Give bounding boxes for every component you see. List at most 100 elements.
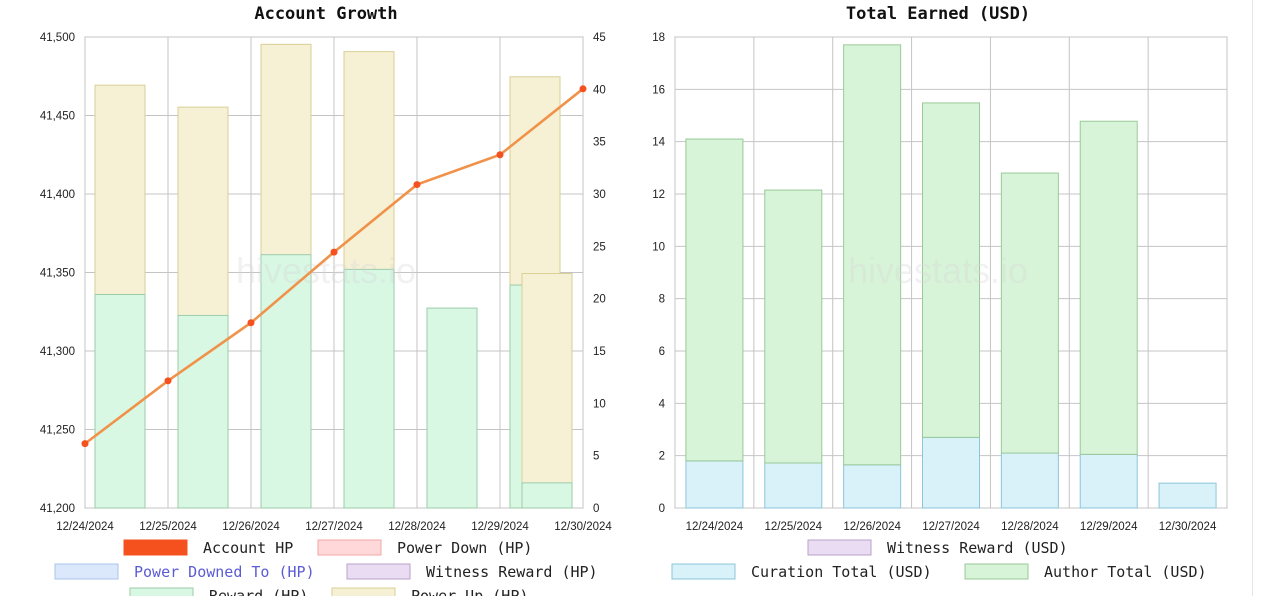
y-right-tick-label: 5 [593,451,599,463]
x-tick-label: 12/28/2024 [388,521,446,533]
legend-label: Author Total (USD) [1044,563,1207,581]
y-left-tick-label: 41,400 [40,189,75,201]
bar-curation-total-usd[interactable] [764,462,823,509]
bar-author-total-usd[interactable] [685,138,744,462]
legend-swatch [54,563,119,580]
total-earned-chart: Total Earned (USD) hivestats.io 0 2 4 6 8 10 1… [652,4,1228,581]
bar-reward[interactable] [426,307,478,509]
account-hp-point[interactable] [496,151,504,159]
bars [94,43,573,509]
legend-label: Curation Total (USD) [751,563,932,581]
page-divider [1252,0,1253,596]
bar-author-total-usd[interactable] [1079,120,1138,455]
legend-label: Witness Reward (USD) [887,539,1068,557]
y-tick-label: 8 [659,294,665,306]
legend-item-power-downed-to-hp[interactable]: Power Downed To (HP) [54,563,315,581]
legend-swatch [671,563,736,580]
account-hp-point[interactable] [579,85,587,93]
x-tick-label: 12/29/2024 [471,521,529,533]
account-hp-point[interactable] [330,248,338,256]
x-tick-label: 12/25/2024 [139,521,197,533]
account-hp-line [81,85,587,448]
bar-reward[interactable] [260,254,312,509]
bar-author-total-usd[interactable] [764,189,823,464]
y-left-tick-label: 41,450 [40,111,75,123]
y-right-tick-label: 0 [593,503,599,515]
legend-swatch [346,563,411,580]
y-tick-label: 14 [652,137,665,149]
legend-label: Power Up (HP) [411,587,528,596]
legend-item-account-hp[interactable]: Account HP [123,539,293,557]
x-tick-label: 12/29/2024 [1080,521,1138,533]
legend-label: Reward (HP) [209,587,308,596]
y-left-tick-label: 41,250 [40,425,75,437]
y-right-tick-label: 25 [593,241,606,253]
y-right-tick-label: 10 [593,398,606,410]
y-right-tick-label: 20 [593,294,606,306]
legend-item-author-total-usd[interactable]: Author Total (USD) [964,563,1207,581]
bar-power-up[interactable] [521,273,573,509]
legend-item-curation-total-usd[interactable]: Curation Total (USD) [671,563,932,581]
y-right-tick-label: 45 [593,32,606,44]
bar-author-total-usd[interactable] [922,102,980,438]
x-tick-label: 12/30/2024 [1159,521,1217,533]
bar-reward[interactable] [343,268,395,509]
x-tick-label: 12/24/2024 [686,521,744,533]
legend-swatch [331,587,396,596]
bar-curation-total-usd[interactable] [685,460,744,509]
watermark: hivestats.io [236,250,416,291]
watermark: hivestats.io [848,250,1028,291]
legend-item-power-down-hp[interactable]: Power Down (HP) [317,539,532,557]
bar-author-total-usd[interactable] [1000,172,1059,454]
legend-item-witness-reward-usd[interactable]: Witness Reward (USD) [807,539,1068,557]
chart-title: Account Growth [254,4,397,24]
bar-reward[interactable] [94,293,146,509]
y-tick-label: 6 [659,346,665,358]
y-right-tick-label: 15 [593,346,606,358]
y-right-tick-label: 35 [593,137,606,149]
legend[interactable]: Account HP Power Down (HP) Power Downed To… [54,539,598,596]
bar-curation-total-usd[interactable] [1079,453,1138,509]
x-tick-label: 12/26/2024 [843,521,901,533]
legend-swatch [129,587,194,596]
account-hp-point[interactable] [247,319,255,327]
bar-curation-total-usd[interactable] [1000,452,1059,509]
axes: 41,200 41,250 41,300 41,350 41,400 41,450 41,5… [40,32,613,533]
account-hp-point[interactable] [164,377,172,385]
account-hp-point[interactable] [81,440,89,448]
bar-curation-total-usd[interactable] [1158,482,1217,509]
y-tick-label: 18 [652,32,665,44]
x-tick-label: 12/30/2024 [554,521,612,533]
y-left-tick-label: 41,300 [40,346,75,358]
axes: 0 2 4 6 8 10 12 14 16 18 12/24/2024 12/25/2024 12/26… [652,32,1217,533]
bar-reward[interactable] [177,314,229,509]
y-tick-label: 4 [659,398,666,410]
legend-label: Power Down (HP) [397,539,532,557]
chart-title: Total Earned (USD) [846,4,1030,24]
bar-curation-total-usd[interactable] [922,436,980,509]
y-right-tick-label: 40 [593,84,606,96]
y-tick-label: 12 [652,189,665,201]
legend-item-power-up-hp[interactable]: Power Up (HP) [331,587,528,596]
y-tick-label: 2 [659,451,665,463]
legend-label: Witness Reward (HP) [426,563,598,581]
account-growth-chart: Account Growth hivestats.io 41,200 41,250… [40,4,613,596]
x-tick-label: 12/25/2024 [765,521,823,533]
legend[interactable]: Witness Reward (USD) Curation Total (USD)… [671,539,1207,581]
x-tick-label: 12/24/2024 [56,521,114,533]
y-tick-label: 0 [659,503,665,515]
legend-item-witness-reward-hp[interactable]: Witness Reward (HP) [346,563,598,581]
bar-author-total-usd[interactable] [843,44,902,466]
legend-item-reward-hp[interactable]: Reward (HP) [129,587,308,596]
x-tick-label: 12/28/2024 [1001,521,1059,533]
y-left-tick-label: 41,500 [40,32,75,44]
y-right-tick-label: 30 [593,189,606,201]
bar-reward[interactable] [521,482,573,509]
bars [685,44,1217,509]
grid [84,36,584,509]
account-hp-point[interactable] [413,181,421,189]
x-tick-label: 12/27/2024 [305,521,363,533]
bar-curation-total-usd[interactable] [843,464,902,509]
y-left-tick-label: 41,350 [40,268,75,280]
